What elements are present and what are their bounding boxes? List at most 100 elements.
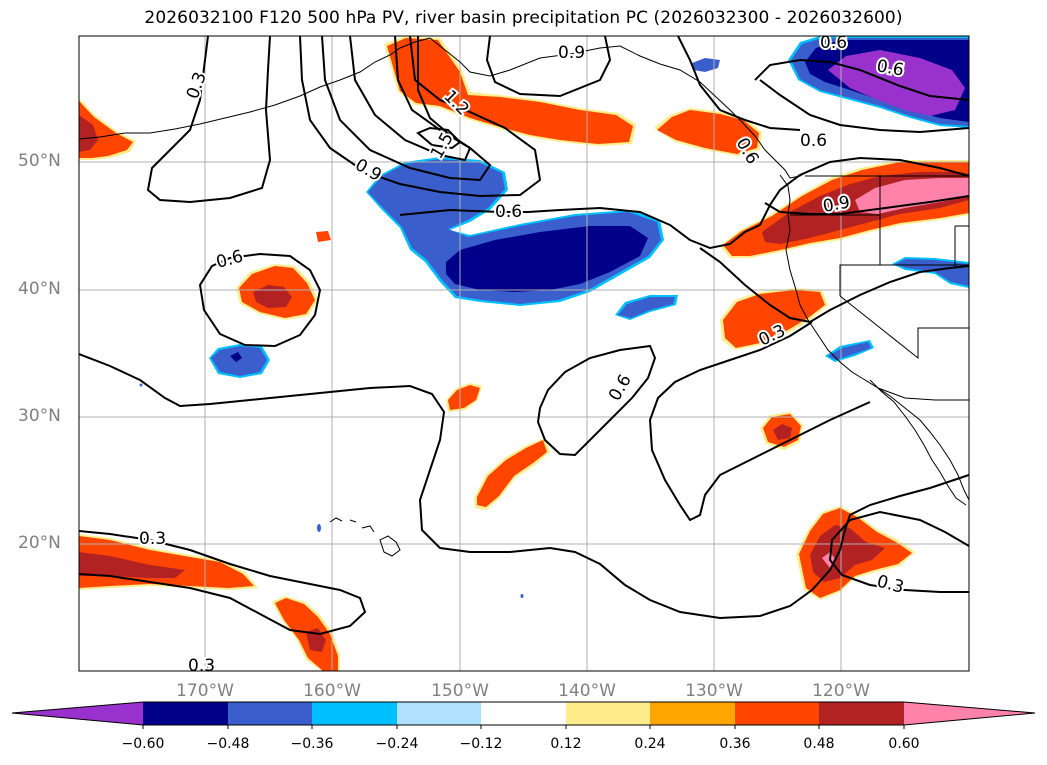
precip-positive-region [79,115,98,152]
colorbar-swatch [397,702,481,725]
map-panel: 0.3 0.9 1.2 1.5 0.9 0.6 0.6 0.6 0.9 0.6 … [79,33,969,676]
colorbar-swatch [819,702,904,725]
colorbar-swatch [566,702,650,725]
precip-positive-region [477,440,547,507]
colorbar-extend-low [12,702,143,725]
contour-label: 0.6 [495,202,522,222]
lat-label-50n: 50°N [18,151,61,171]
state-border [954,225,969,268]
colorbar-tick-label: −0.36 [290,736,334,752]
pv-contour [485,36,612,98]
pv-contour [399,208,528,216]
precip-positive-region [657,110,759,154]
colorbar-swatch [312,702,397,725]
lon-label-170w: 170°W [176,681,234,701]
precip-positive-region [810,525,885,582]
colorbar-tick-label: 0.60 [888,736,920,752]
pv-contour [677,36,801,131]
us-mexico-border [877,387,969,401]
pv-contour [828,510,969,593]
contour-label: 0.3 [188,656,215,676]
colorbar-extend-high [904,702,1035,725]
state-border [839,295,969,360]
contour-label: 0.3 [139,529,166,549]
pv-contour [759,156,969,226]
pv-contour [349,36,472,162]
lat-label-20n: 20°N [18,533,61,553]
pv-contour [321,36,492,182]
pv-contour [198,252,322,348]
precip-negative-region [230,352,242,362]
pv-contour [754,58,969,101]
pv-contour [759,79,969,134]
contour-label: 0.3 [183,69,211,101]
precip-negative-region [139,383,143,387]
precip-positive-region [448,385,480,410]
coastline-baja [869,379,967,506]
contour-label: 0.6 [214,247,245,273]
precip-positive-region [79,552,185,578]
precip-negative-region [692,58,720,72]
colorbar-tick-label: −0.12 [459,736,503,752]
colorbar-tick-label: −0.48 [206,736,250,752]
contour-label: 0.3 [875,572,906,598]
coastline-hawaii [329,517,401,557]
colorbar-tick-label: −0.24 [375,736,419,752]
colorbar-tick-label: 0.48 [803,736,835,752]
precip-positive-region [387,38,633,144]
colorbar-swatch [650,702,735,725]
colorbar-swatch [228,702,312,725]
precip-positive-region [316,231,331,242]
pv-contour [764,195,969,215]
colorbar-tick-label: 0.12 [550,736,582,752]
colorbar-tick-label: 0.24 [634,736,666,752]
colorbar-swatch [735,702,819,725]
pv-contour [648,321,871,522]
graticule [79,36,969,671]
pv-contour [699,247,969,324]
precip-negative-region [446,226,648,292]
coastline-aleutians [79,37,431,140]
precip-positive-region [253,285,292,308]
contour-label: 0.6 [820,33,847,53]
contour-label: 0.6 [800,131,827,151]
lat-label-40n: 40°N [18,279,61,299]
precip-positive-region [855,178,969,214]
pv-contour [79,353,969,620]
lon-label-130w: 130°W [685,681,743,701]
coastline-west-coast [779,174,969,501]
colorbar-swatch [143,702,228,725]
colorbar-tick-label: 0.36 [719,736,751,752]
pv-contour [146,36,272,204]
precip-positive-region [275,598,338,671]
pv-contours [79,36,969,671]
colorbar-swatch [481,702,566,725]
precip-negative-region [317,524,321,532]
lon-label-120w: 120°W [812,681,870,701]
colorbar [11,701,1036,729]
lon-label-160w: 160°W [303,681,361,701]
coastline-alaska [429,37,811,179]
lon-label-140w: 140°W [558,681,616,701]
lat-label-30n: 30°N [18,406,61,426]
pv-contour [416,126,462,150]
precip-fill-layer [79,36,969,671]
precip-positive-region [773,424,792,440]
precip-negative-region [828,50,965,116]
pv-contour [299,36,542,198]
pv-contour [204,661,211,671]
precip-negative-region [828,342,871,360]
colorbar-tick-label: −0.60 [121,736,165,752]
lon-label-150w: 150°W [431,681,489,701]
precip-negative-region [895,259,969,286]
map-frame [78,35,970,672]
precip-negative-region [211,346,267,376]
contour-label: 0.9 [558,43,585,63]
precip-negative-region [520,594,524,598]
precip-negative-region [618,297,675,318]
map-title: 2026032100 F120 500 hPa PV, river basin … [144,8,903,28]
pv-contour [536,344,657,457]
pv-contour [79,530,367,636]
coastlines [79,37,969,557]
